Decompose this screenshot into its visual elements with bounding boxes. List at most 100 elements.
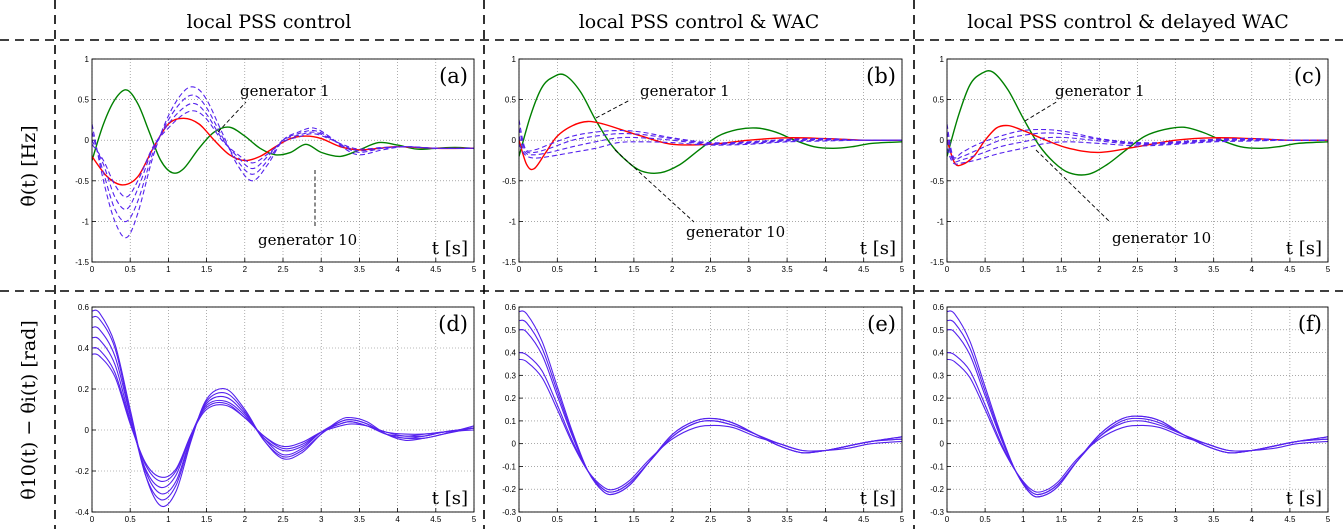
series-line-green — [519, 73, 902, 174]
y-tick-label: 0.5 — [505, 96, 517, 105]
y-tick-label: 0.6 — [505, 303, 517, 312]
y-tick-label: -0.2 — [930, 485, 944, 494]
column-title-3: local PSS control & delayed WAC — [967, 11, 1289, 33]
x-tick-label: 4.5 — [858, 515, 870, 524]
x-tick-label: 5 — [472, 515, 477, 524]
y-tick-label: 0 — [512, 136, 517, 145]
x-tick-label: 0.5 — [980, 515, 992, 524]
x-tick-label: 4 — [1250, 265, 1255, 274]
series-line-red — [92, 117, 474, 186]
x-tick-label: 2.5 — [1132, 515, 1144, 524]
y-tick-label: -0.5 — [930, 177, 944, 186]
x-tick-label: 4.5 — [1284, 515, 1296, 524]
y-tick-label: 0.2 — [505, 394, 517, 403]
time-axis-label: t [s] — [1286, 488, 1322, 509]
x-tick-label: 0 — [517, 515, 522, 524]
x-tick-label: 5 — [1326, 265, 1331, 274]
x-tick-label: 5 — [472, 265, 477, 274]
panel-label: (a) — [439, 64, 468, 88]
x-tick-label: 3.5 — [354, 265, 366, 274]
series-line-blue-4 — [92, 336, 474, 489]
y-tick-label: 0.5 — [933, 326, 945, 335]
x-tick-label: 4.5 — [1284, 265, 1296, 274]
series-line-blue-2 — [519, 127, 902, 154]
x-tick-label: 4 — [395, 515, 400, 524]
x-tick-label: 3 — [747, 265, 752, 274]
panel-d: 0 0.5 1 1.5 2 2.5 3 3.5 4 4.5 5 -0.4 -0.2 0 0.2 0.4 0.6 (… — [75, 303, 477, 524]
x-tick-label: 4 — [395, 265, 400, 274]
series-line-green — [92, 89, 474, 174]
series-line-blue-3 — [519, 135, 902, 156]
x-tick-label: 2.5 — [277, 515, 289, 524]
plot-frame — [946, 58, 1329, 263]
series-line-blue-4 — [519, 139, 902, 159]
x-tick-label: 1.5 — [1056, 265, 1068, 274]
x-tick-label: 0.5 — [125, 265, 137, 274]
y-tick-label: 0 — [940, 440, 945, 449]
panel-e: 0 0.5 1 1.5 2 2.5 3 3.5 4 4.5 5 -0.3 -0.2 -0.1 0 0.1 0.2… — [502, 303, 905, 524]
panel-label: (f) — [1298, 312, 1322, 336]
series-line-blue-4 — [947, 139, 1328, 165]
x-tick-label: 0.5 — [980, 265, 992, 274]
annotation-leader-gen10 — [614, 149, 695, 223]
y-tick-label: 0 — [940, 136, 945, 145]
x-tick-label: 3 — [319, 265, 324, 274]
x-tick-label: 1 — [593, 265, 598, 274]
y-tick-label: 0.3 — [933, 371, 945, 380]
x-tick-label: 1.5 — [628, 515, 640, 524]
series-line-red — [519, 120, 902, 171]
x-tick-label: 4 — [823, 515, 828, 524]
x-tick-label: 4.5 — [858, 265, 870, 274]
x-tick-label: 3.5 — [354, 515, 366, 524]
plot-frame — [518, 306, 903, 513]
x-tick-label: 2 — [670, 515, 675, 524]
y-tick-label: -0.3 — [930, 508, 944, 517]
y-tick-label: 0.2 — [78, 385, 90, 394]
x-tick-label: 3.5 — [1208, 515, 1220, 524]
panel-c: 0 0.5 1 1.5 2 2.5 3 3.5 4 4.5 5 -1.5 -1 -0.5 0 0.5 1 (c) t… — [930, 55, 1331, 274]
column-title-1: local PSS control — [187, 11, 352, 33]
x-tick-label: 1.5 — [628, 265, 640, 274]
y-tick-label: -0.5 — [75, 177, 89, 186]
series-line-blue-6 — [92, 353, 474, 478]
x-tick-label: 1 — [166, 265, 171, 274]
series-line-blue-3 — [947, 136, 1328, 163]
series-line-blue-1 — [92, 86, 474, 239]
x-tick-label: 3.5 — [782, 515, 794, 524]
y-tick-label: -1.5 — [502, 258, 516, 267]
y-tick-label: 0.1 — [505, 417, 517, 426]
x-tick-label: 2 — [243, 265, 248, 274]
x-tick-label: 1.5 — [1056, 515, 1068, 524]
x-tick-label: 4.5 — [430, 265, 442, 274]
panel-label: (d) — [438, 312, 468, 336]
panels: 0 0.5 1 1.5 2 2.5 3 3.5 4 4.5 5 -1.5 -1 -0.5 0 0.5 1 (a) t… — [75, 55, 1331, 524]
y-tick-label: 0.6 — [78, 303, 90, 312]
series-line-blue-3 — [92, 102, 474, 210]
x-tick-label: 3 — [747, 515, 752, 524]
plot-frame — [91, 306, 475, 513]
series-line-red — [947, 124, 1328, 167]
y-tick-label: -1 — [82, 217, 90, 226]
y-tick-label: 0.6 — [933, 303, 945, 312]
annotation-generator-10: generator 10 — [1112, 229, 1211, 247]
panel-label: (e) — [867, 312, 896, 336]
x-tick-label: 1 — [593, 515, 598, 524]
x-tick-label: 2 — [243, 515, 248, 524]
panel-a: 0 0.5 1 1.5 2 2.5 3 3.5 4 4.5 5 -1.5 -1 -0.5 0 0.5 1 (a) t… — [75, 55, 477, 274]
time-axis-label: t [s] — [432, 238, 468, 259]
x-tick-label: 3.5 — [782, 265, 794, 274]
x-tick-label: 3 — [1173, 515, 1178, 524]
y-tick-label: 0.4 — [78, 344, 90, 353]
series-line-blue-2 — [92, 94, 474, 223]
x-tick-label: 2 — [1097, 515, 1102, 524]
y-tick-label: -0.4 — [75, 508, 89, 517]
x-tick-label: 4 — [823, 265, 828, 274]
y-tick-label: -0.2 — [75, 467, 89, 476]
annotation-generator-1: generator 1 — [240, 82, 330, 100]
series-line-blue-4 — [92, 110, 474, 198]
x-tick-label: 3.5 — [1208, 265, 1220, 274]
annotation-leader-gen1 — [217, 101, 247, 133]
x-tick-label: 1 — [166, 515, 171, 524]
x-tick-label: 0 — [517, 265, 522, 274]
y-tick-label: 0.5 — [505, 326, 517, 335]
